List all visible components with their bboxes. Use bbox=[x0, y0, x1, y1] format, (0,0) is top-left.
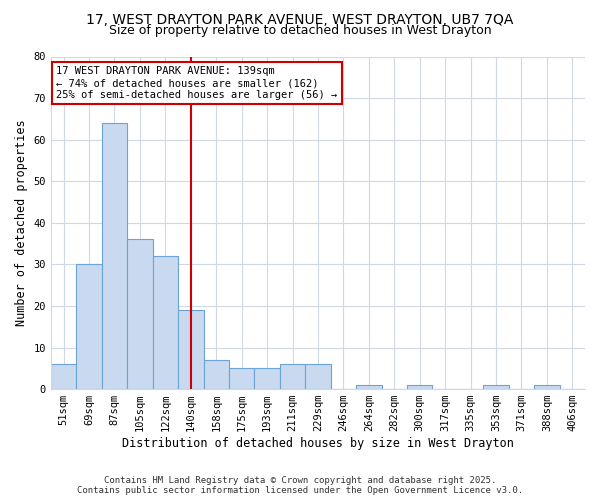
Bar bbox=[178, 310, 203, 389]
Bar bbox=[127, 240, 152, 389]
Text: Size of property relative to detached houses in West Drayton: Size of property relative to detached ho… bbox=[109, 24, 491, 37]
Text: Contains HM Land Registry data © Crown copyright and database right 2025.
Contai: Contains HM Land Registry data © Crown c… bbox=[77, 476, 523, 495]
X-axis label: Distribution of detached houses by size in West Drayton: Distribution of detached houses by size … bbox=[122, 437, 514, 450]
Bar bbox=[534, 385, 560, 389]
Y-axis label: Number of detached properties: Number of detached properties bbox=[15, 120, 28, 326]
Bar bbox=[280, 364, 305, 389]
Bar bbox=[102, 123, 127, 389]
Bar bbox=[152, 256, 178, 389]
Text: 17 WEST DRAYTON PARK AVENUE: 139sqm
← 74% of detached houses are smaller (162)
2: 17 WEST DRAYTON PARK AVENUE: 139sqm ← 74… bbox=[56, 66, 338, 100]
Bar bbox=[254, 368, 280, 389]
Bar bbox=[407, 385, 433, 389]
Bar bbox=[76, 264, 102, 389]
Bar bbox=[356, 385, 382, 389]
Bar bbox=[203, 360, 229, 389]
Bar bbox=[305, 364, 331, 389]
Bar bbox=[483, 385, 509, 389]
Bar bbox=[229, 368, 254, 389]
Bar bbox=[51, 364, 76, 389]
Text: 17, WEST DRAYTON PARK AVENUE, WEST DRAYTON, UB7 7QA: 17, WEST DRAYTON PARK AVENUE, WEST DRAYT… bbox=[86, 12, 514, 26]
